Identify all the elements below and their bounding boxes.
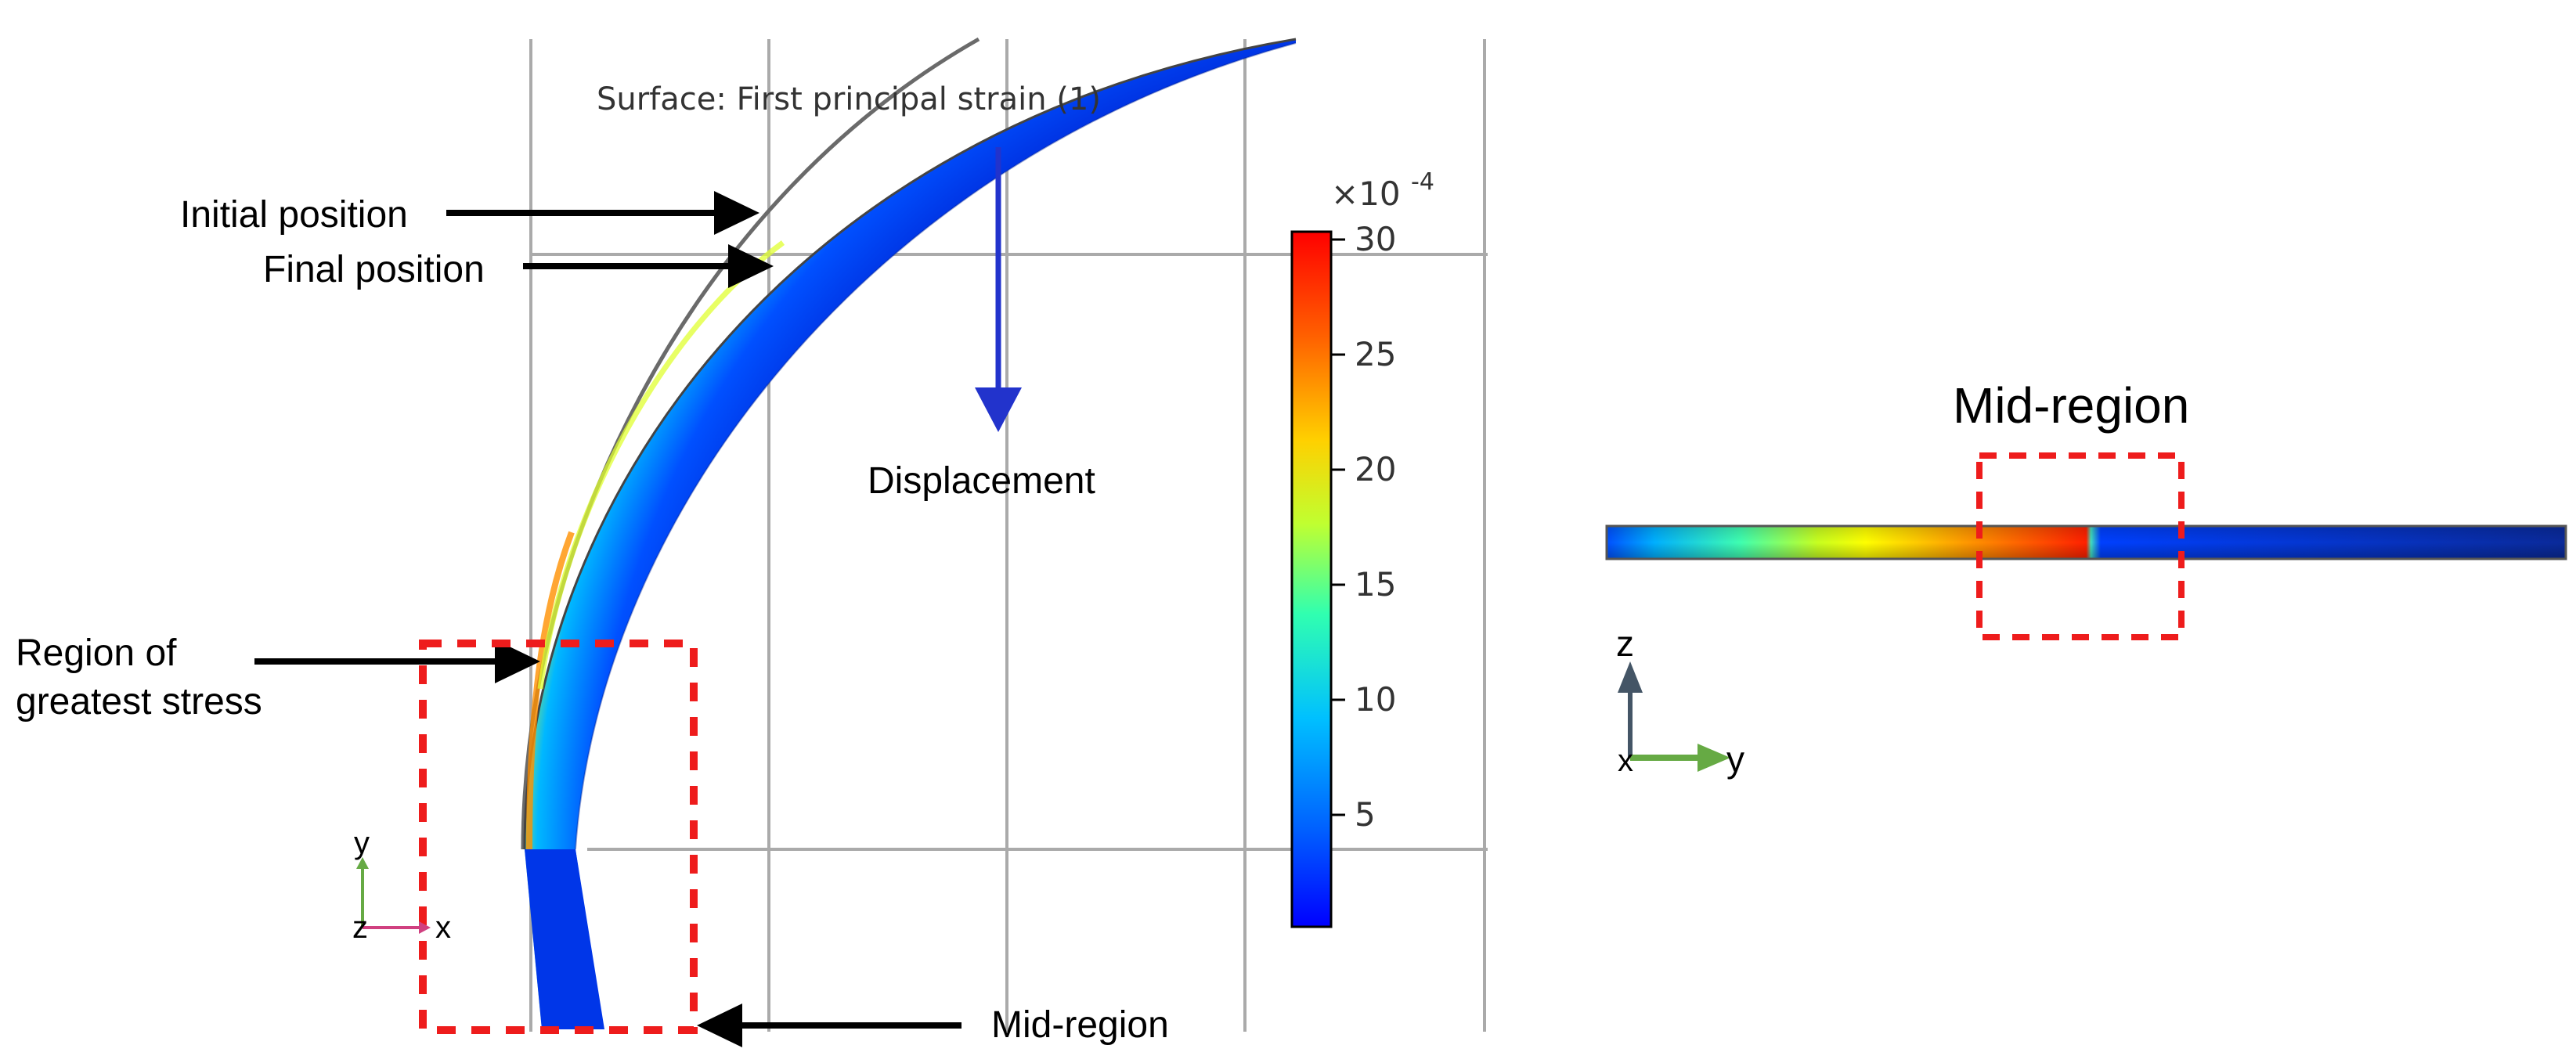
colorbar-tick-label: 5 (1355, 795, 1376, 834)
axis-label-x: x (435, 910, 451, 945)
mid-region-box (419, 640, 698, 1034)
displacement-arrowhead (975, 387, 1022, 432)
right-mid-region-box (1976, 452, 2185, 640)
right-axis-label-x: x (1618, 744, 1633, 778)
strain-bar-outline (1605, 524, 2567, 560)
axis-label-z: z (352, 910, 368, 945)
ring-edge (575, 42, 1297, 850)
right-axis-triad: z x y (1616, 623, 1744, 780)
left-panel: Surface: First principal strain (1) Disp… (16, 37, 1488, 1047)
right-panel: Mid-region z x y (1605, 377, 2567, 780)
right-mid-region-label: Mid-region (1953, 377, 2189, 434)
left-axis-triad: y z x (352, 826, 451, 945)
colorbar-multiplier: ×10 -4 (1331, 168, 1434, 213)
final-position-arrowhead (728, 244, 774, 288)
right-axis-label-y: y (1726, 739, 1744, 780)
plot-title: Surface: First principal strain (1) (597, 81, 1101, 117)
ring-lower-segment (525, 849, 604, 1029)
final-position-label: Final position (263, 249, 485, 290)
initial-position-arrowhead (714, 191, 759, 235)
colorbar: ×10 -4 30 25 20 15 10 5 (1290, 168, 1434, 928)
strain-bar-shade (1607, 526, 2566, 559)
colorbar-multiplier-exponent: -4 (1411, 168, 1434, 196)
right-axis-label-z: z (1616, 623, 1634, 664)
colorbar-tick-label: 20 (1355, 450, 1396, 488)
colorbar-gradient (1290, 230, 1333, 928)
plot-grid (529, 39, 1488, 1032)
stress-region-arrowhead (495, 640, 540, 683)
colorbar-tick-label: 15 (1355, 565, 1396, 604)
ring-edge (523, 38, 1297, 850)
colorbar-multiplier-base: ×10 (1331, 175, 1401, 213)
colorbar-tick-label: 30 (1355, 220, 1396, 258)
colorbar-tick-label: 10 (1355, 680, 1396, 719)
colorbar-ticks: 30 25 20 15 10 5 (1331, 220, 1396, 834)
initial-position-label: Initial position (180, 194, 408, 236)
strain-ring (525, 39, 1296, 1029)
axis-label-y: y (354, 826, 370, 860)
stress-region-label-line2: greatest stress (16, 681, 262, 722)
stress-region-label: Region of greatest stress (16, 632, 262, 722)
high-strain-band (526, 531, 575, 850)
displacement-label: Displacement (868, 460, 1095, 502)
colorbar-tick-label: 25 (1355, 335, 1396, 373)
mid-region-arrowhead (697, 1004, 742, 1047)
stress-region-label-line1: Region of (16, 632, 177, 674)
mid-region-label: Mid-region (991, 1004, 1169, 1046)
